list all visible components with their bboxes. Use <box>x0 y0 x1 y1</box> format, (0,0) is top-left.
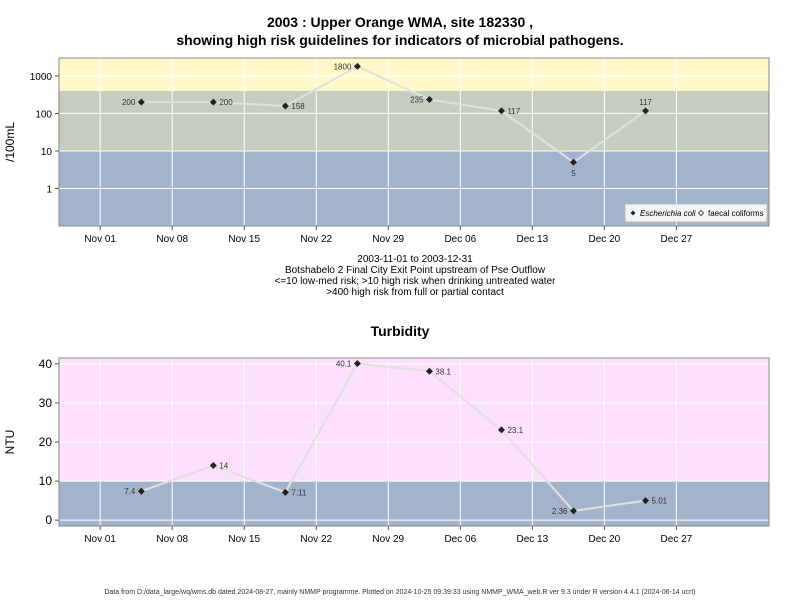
data-label: 14 <box>219 461 228 470</box>
y-tick-label: 100 <box>35 109 52 120</box>
data-label: 40.1 <box>336 359 352 368</box>
data-label: 23.1 <box>507 426 523 435</box>
data-label: 117 <box>507 107 520 116</box>
data-label: 5 <box>571 169 576 178</box>
series-line <box>140 362 646 512</box>
data-label: 7.4 <box>124 487 136 496</box>
caption-block: 2003-11-01 to 2003-12-31 Botshabelo 2 Fi… <box>0 254 800 298</box>
y-tick-label: 1 <box>46 184 52 195</box>
data-point <box>497 426 505 434</box>
data-point <box>569 507 577 515</box>
x-tick-label: Nov 08 <box>156 234 188 245</box>
risk-band <box>59 90 769 151</box>
chart-title-line2: showing high risk guidelines for indicat… <box>176 32 624 48</box>
x-tick-label: Dec 06 <box>444 234 476 245</box>
x-tick-label: Dec 20 <box>589 534 621 545</box>
legend-marker-ecoli <box>630 210 636 216</box>
caption-date-range: 2003-11-01 to 2003-12-31 <box>357 254 473 265</box>
x-tick-label: Dec 13 <box>516 234 548 245</box>
y-tick-label: 40 <box>39 357 53 371</box>
data-point <box>353 62 361 70</box>
y-tick-label: 0 <box>45 513 52 527</box>
footer-note: Data from D:/data_large/wq/wms.db dated … <box>104 589 696 596</box>
data-label: 7.11 <box>291 488 307 497</box>
data-point <box>281 488 289 496</box>
x-tick-label: Dec 27 <box>661 534 693 545</box>
data-point <box>497 107 505 115</box>
turbidity-title: Turbidity <box>370 323 430 339</box>
data-point <box>353 359 361 367</box>
data-point <box>569 158 577 166</box>
series-line <box>141 65 647 164</box>
data-point <box>137 487 145 495</box>
x-tick-label: Nov 29 <box>372 534 404 545</box>
chart-title-line1: 2003 : Upper Orange WMA, site 182330 , <box>266 14 534 30</box>
data-point <box>137 98 145 106</box>
ecoli-chart: 1 10 100 1000 Nov 01 Nov 08 Nov 15 Nov 22 Nov 29… <box>3 57 770 245</box>
y-tick-label: 20 <box>39 435 53 449</box>
data-label: 200 <box>122 98 136 107</box>
x-tick-label: Nov 22 <box>300 234 332 245</box>
legend-label-ecoli: Escherichia coli <box>640 209 696 218</box>
x-tick-label: Dec 06 <box>444 534 476 545</box>
data-label: 200 <box>219 98 233 107</box>
data-label: 1800 <box>334 62 352 71</box>
risk-band <box>59 58 769 91</box>
y-tick-label: 10 <box>41 147 53 158</box>
data-point <box>209 461 217 469</box>
legend-marker-faecal <box>697 209 705 217</box>
legend-label-faecal: faecal coliforms <box>708 209 764 218</box>
data-label: 5.01 <box>652 497 668 506</box>
data-label: 158 <box>291 102 305 111</box>
turbidity-chart: 0 10 20 30 40 Nov 01 Nov 08 Nov 15 Nov 22 Nov 29 D… <box>3 357 770 545</box>
caption-risk-line1: <=10 low-med risk; >10 high risk when dr… <box>274 276 556 287</box>
x-tick-label: Dec 27 <box>661 234 693 245</box>
y-tick-label: 1000 <box>30 72 53 83</box>
x-tick-label: Nov 29 <box>372 234 404 245</box>
data-point <box>209 98 217 106</box>
y-axis-label: /100mL <box>3 122 17 162</box>
data-label: 2.36 <box>552 507 568 516</box>
caption-risk-line2: >400 high risk from full or partial cont… <box>326 287 504 298</box>
legend-box <box>624 203 768 223</box>
y-axis-label: NTU <box>3 430 17 455</box>
data-point <box>281 102 289 110</box>
data-point <box>642 497 650 505</box>
x-tick-label: Dec 13 <box>516 534 548 545</box>
x-tick-label: Nov 01 <box>84 234 116 245</box>
x-tick-label: Nov 15 <box>228 534 260 545</box>
data-label: 117 <box>639 98 652 107</box>
x-tick-label: Nov 15 <box>228 234 260 245</box>
x-tick-label: Nov 01 <box>84 534 116 545</box>
caption-site-name: Botshabelo 2 Final City Exit Point upstr… <box>284 265 546 276</box>
y-tick-label: 30 <box>39 396 53 410</box>
data-point <box>425 96 433 104</box>
data-point <box>425 367 433 375</box>
plot-frame <box>58 57 770 227</box>
x-tick-label: Nov 22 <box>300 534 332 545</box>
data-point <box>642 107 650 115</box>
risk-band <box>59 358 769 482</box>
x-tick-label: Dec 20 <box>589 234 621 245</box>
risk-band <box>59 481 769 526</box>
y-tick-label: 10 <box>39 474 53 488</box>
data-label: 38.1 <box>435 367 451 376</box>
x-tick-label: Nov 08 <box>156 534 188 545</box>
data-label: 235 <box>410 96 424 105</box>
